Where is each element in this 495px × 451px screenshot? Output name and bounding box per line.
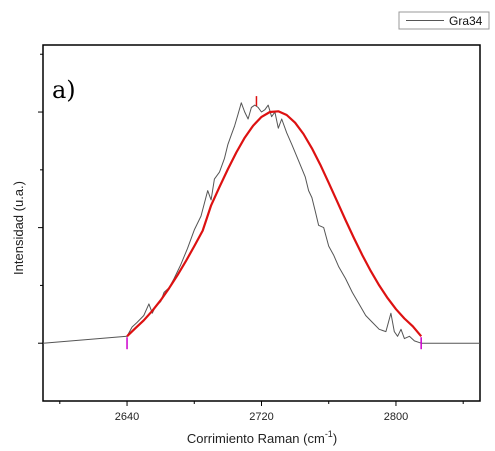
- legend: Gra34: [399, 12, 489, 29]
- plot-frame: [43, 45, 480, 401]
- panel-label: a): [52, 76, 76, 104]
- x-tick-label-2640: 2640: [115, 411, 139, 423]
- y-axis-label: Intensidad (u.a.): [11, 181, 26, 275]
- axis-ticks: [38, 54, 463, 406]
- x-axis-label: Corrimiento Raman (cm-1): [187, 429, 337, 446]
- x-tick-label-2720: 2720: [249, 411, 273, 423]
- x-tick-label-2800: 2800: [384, 411, 408, 423]
- marker-layer: [127, 96, 421, 349]
- legend-label-gra34: Gra34: [449, 14, 483, 28]
- series-line-fit: [127, 111, 421, 336]
- series-line-gra34: [43, 103, 480, 343]
- series-layer: [43, 103, 480, 343]
